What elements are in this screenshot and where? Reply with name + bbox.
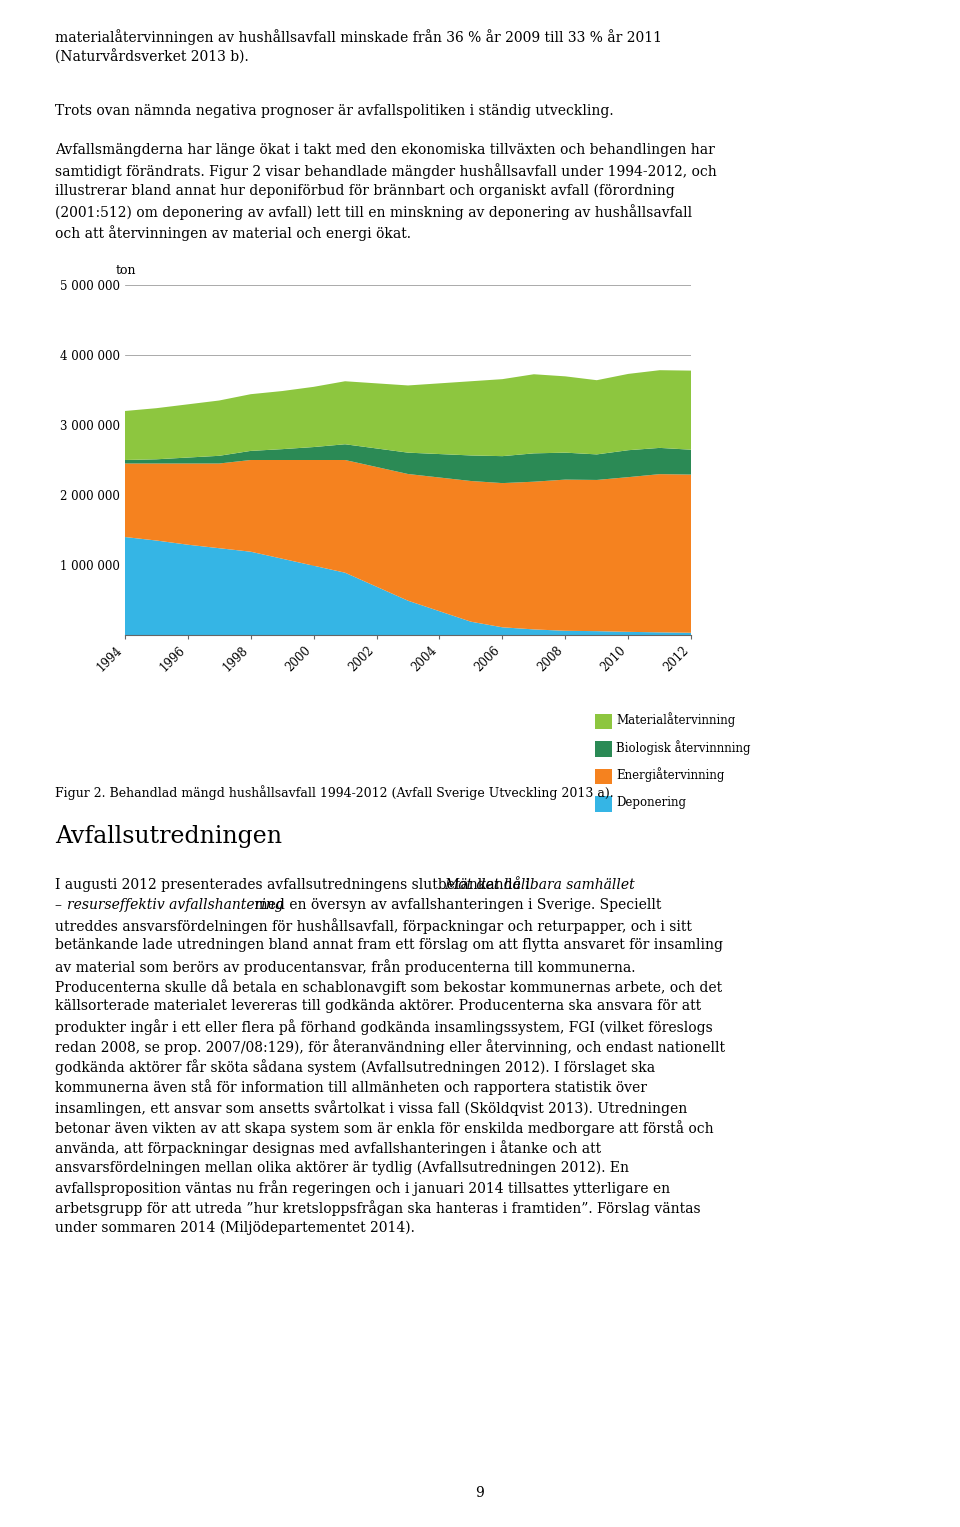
Text: illustrerar bland annat hur deponiförbud för brännbart och organiskt avfall (för: illustrerar bland annat hur deponiförbud…	[55, 183, 675, 199]
Text: betonar även vikten av att skapa system som är enkla för enskilda medborgare att: betonar även vikten av att skapa system …	[55, 1119, 713, 1136]
Text: Mot det hållbara samhället: Mot det hållbara samhället	[444, 878, 636, 892]
Text: Avfallsutredningen: Avfallsutredningen	[55, 825, 281, 847]
Text: av material som berörs av producentansvar, från producenterna till kommunerna.: av material som berörs av producentansva…	[55, 959, 636, 974]
Text: Producenterna skulle då betala en schablonavgift som bekostar kommunernas arbete: Producenterna skulle då betala en schabl…	[55, 979, 722, 994]
Text: Trots ovan nämnda negativa prognoser är avfallspolitiken i ständig utveckling.: Trots ovan nämnda negativa prognoser är …	[55, 104, 613, 118]
Text: arbetsgrupp för att utreda ”hur kretsloppsfrågan ska hanteras i framtiden”. Förs: arbetsgrupp för att utreda ”hur kretslop…	[55, 1200, 701, 1217]
Text: (Naturvårdsverket 2013 b).: (Naturvårdsverket 2013 b).	[55, 49, 249, 64]
Text: kommunerna även stå för information till allmänheten och rapportera statistik öv: kommunerna även stå för information till…	[55, 1080, 647, 1095]
Text: utreddes ansvarsfördelningen för hushållsavfall, förpackningar och returpapper, : utreddes ansvarsfördelningen för hushåll…	[55, 918, 691, 935]
Text: (2001:512) om deponering av avfall) lett till en minskning av deponering av hush: (2001:512) om deponering av avfall) lett…	[55, 205, 692, 220]
Text: betänkande lade utredningen bland annat fram ett förslag om att flytta ansvaret : betänkande lade utredningen bland annat …	[55, 939, 723, 953]
Text: –: –	[55, 898, 66, 912]
Text: ansvarsfördelningen mellan olika aktörer är tydlig (Avfallsutredningen 2012). En: ansvarsfördelningen mellan olika aktörer…	[55, 1161, 629, 1174]
Text: produkter ingår i ett eller flera på förhand godkända insamlingssystem, FGI (vil: produkter ingår i ett eller flera på för…	[55, 1019, 712, 1035]
Text: 9: 9	[475, 1486, 485, 1500]
Text: redan 2008, se prop. 2007/08:129), för återanvändning eller återvinning, och end: redan 2008, se prop. 2007/08:129), för å…	[55, 1040, 725, 1055]
Text: Materialåtervinning: Materialåtervinning	[616, 713, 735, 727]
Text: med en översyn av avfallshanteringen i Sverige. Speciellt: med en översyn av avfallshanteringen i S…	[250, 898, 660, 912]
Text: Biologisk återvinnning: Biologisk återvinnning	[616, 741, 751, 754]
Text: avfallsproposition väntas nu från regeringen och i januari 2014 tillsattes ytter: avfallsproposition väntas nu från regeri…	[55, 1180, 670, 1196]
Text: källsorterade materialet levereras till godkända aktörer. Producenterna ska ansv: källsorterade materialet levereras till …	[55, 999, 701, 1012]
Text: samtidigt förändrats. Figur 2 visar behandlade mängder hushållsavfall under 1994: samtidigt förändrats. Figur 2 visar beha…	[55, 163, 716, 179]
Text: Energiåtervinning: Energiåtervinning	[616, 768, 725, 782]
Text: I augusti 2012 presenterades avfallsutredningens slutbetänkande i: I augusti 2012 presenterades avfallsutre…	[55, 878, 534, 892]
Text: insamlingen, ett ansvar som ansetts svårtolkat i vissa fall (Sköldqvist 2013). U: insamlingen, ett ansvar som ansetts svår…	[55, 1099, 687, 1116]
Text: Deponering: Deponering	[616, 796, 686, 809]
Text: använda, att förpackningar designas med avfallshanteringen i åtanke och att: använda, att förpackningar designas med …	[55, 1141, 601, 1156]
Text: ton: ton	[115, 264, 135, 278]
Text: godkända aktörer får sköta sådana system (Avfallsutredningen 2012). I förslaget : godkända aktörer får sköta sådana system…	[55, 1060, 655, 1075]
Text: Avfallsmängderna har länge ökat i takt med den ekonomiska tillväxten och behandl: Avfallsmängderna har länge ökat i takt m…	[55, 142, 714, 157]
Text: Figur 2. Behandlad mängd hushållsavfall 1994-2012 (Avfall Sverige Utveckling 201: Figur 2. Behandlad mängd hushållsavfall …	[55, 785, 613, 800]
Text: under sommaren 2014 (Miljödepartementet 2014).: under sommaren 2014 (Miljödepartementet …	[55, 1220, 415, 1235]
Text: och att återvinningen av material och energi ökat.: och att återvinningen av material och en…	[55, 224, 411, 241]
Text: materialåtervinningen av hushållsavfall minskade från 36 % år 2009 till 33 % år : materialåtervinningen av hushållsavfall …	[55, 29, 661, 44]
Text: resurseffektiv avfallshantering: resurseffektiv avfallshantering	[66, 898, 283, 912]
